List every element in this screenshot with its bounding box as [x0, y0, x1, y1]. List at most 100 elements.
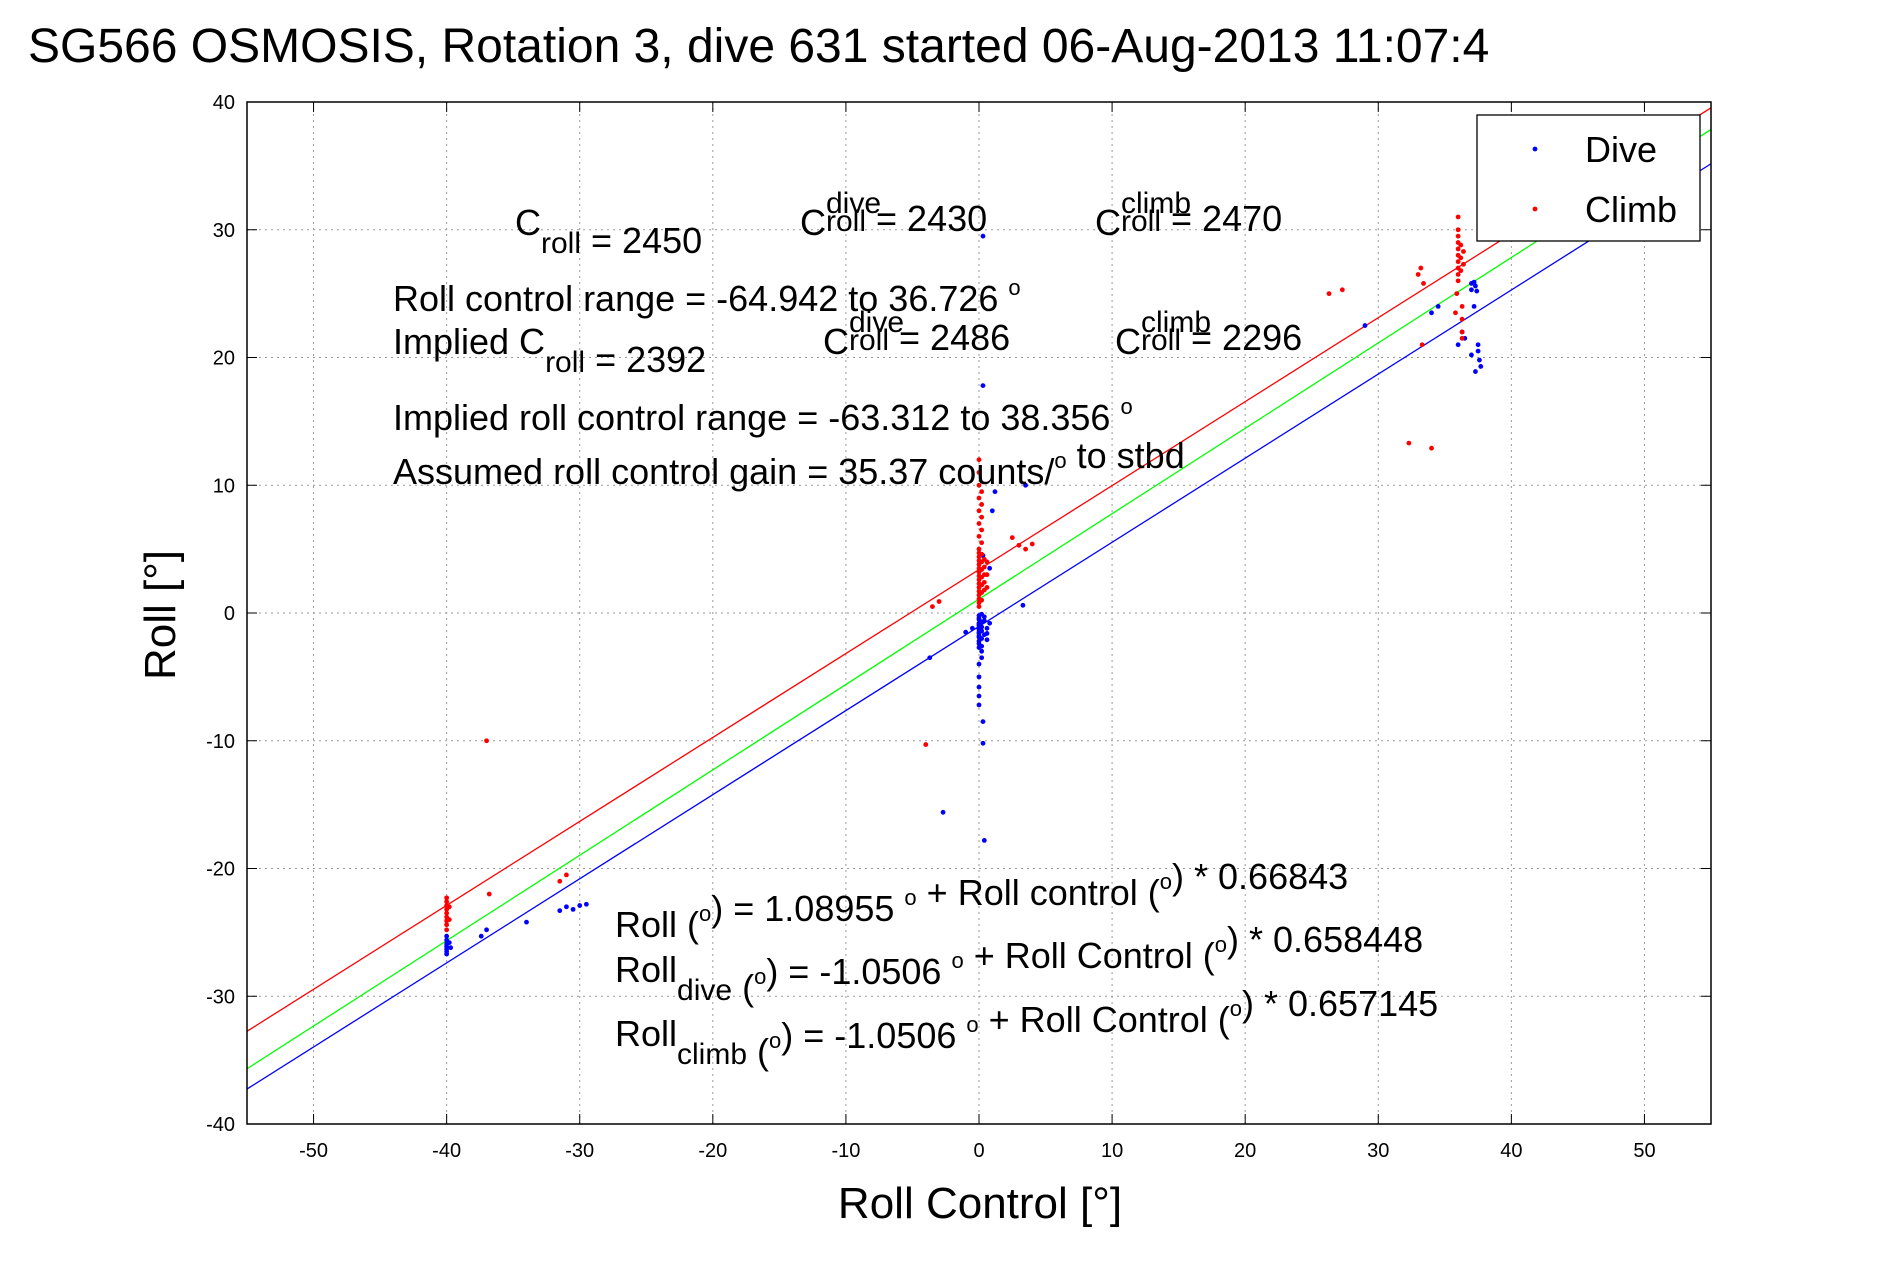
y-tick-label: -20	[206, 859, 235, 881]
x-tick-label: -10	[831, 1140, 860, 1162]
data-point	[976, 521, 982, 526]
data-point	[444, 899, 450, 905]
data-point	[969, 625, 975, 631]
data-point	[981, 618, 987, 624]
x-axis-ticks: -50 -40 -30 -20 -10 0 10 20 30 40 50	[299, 102, 1656, 1162]
data-point	[976, 604, 982, 610]
annotation-text: Roll control range = -64.942 to 36.726 o	[393, 275, 1021, 319]
data-point	[979, 648, 985, 654]
data-point	[1461, 249, 1466, 254]
x-axis-label: Roll Control [°]	[838, 1179, 1122, 1228]
data-point	[1454, 291, 1460, 297]
data-point	[564, 872, 569, 878]
data-point	[984, 637, 990, 643]
data-point	[976, 693, 982, 699]
data-point	[1453, 310, 1458, 316]
data-point	[1469, 287, 1474, 293]
annotation-text: Implied roll control range = -63.312 to …	[393, 394, 1133, 438]
data-point	[1016, 542, 1022, 548]
data-point	[976, 702, 982, 708]
x-tick-label: 40	[1500, 1140, 1522, 1162]
data-point	[981, 614, 987, 620]
annotation-text: Roll (o) = 1.08955 o + Roll control (o) …	[615, 856, 1348, 945]
data-point	[984, 572, 990, 578]
data-point	[981, 837, 987, 843]
annotation-text: Rolldive (o) = -1.0506 o + Roll Control …	[615, 919, 1423, 1008]
data-point	[940, 809, 946, 815]
x-tick-label: -50	[299, 1140, 328, 1162]
annotation-text: Cclimb roll = 2296	[1115, 306, 1302, 362]
data-point	[564, 904, 569, 910]
data-point	[1459, 335, 1465, 341]
data-point	[936, 599, 942, 604]
data-point	[984, 631, 990, 636]
data-point	[976, 674, 982, 680]
data-point	[980, 740, 986, 746]
x-tick-label: -20	[698, 1140, 727, 1162]
data-point	[976, 684, 982, 690]
x-tick-label: -30	[565, 1140, 594, 1162]
annotations: Croll = 2450 Cdive roll = 2430 Cclimb roll =…	[393, 187, 1438, 1072]
data-point	[980, 719, 986, 724]
data-point	[923, 742, 929, 747]
data-point	[1429, 445, 1434, 451]
data-point	[524, 919, 529, 925]
legend-label-dive: Dive	[1585, 129, 1657, 170]
data-point	[979, 628, 985, 634]
data-point	[1458, 242, 1464, 248]
data-point	[979, 597, 985, 603]
y-tick-label: 20	[213, 348, 235, 370]
data-point	[976, 457, 982, 463]
data-point	[478, 933, 484, 939]
data-point	[1455, 233, 1461, 239]
data-point	[1473, 283, 1478, 289]
data-point	[981, 579, 987, 585]
data-point	[979, 514, 985, 520]
data-point	[979, 636, 985, 641]
legend-box	[1476, 114, 1701, 242]
annotation-text: Assumed roll control gain = 35.37 counts…	[393, 435, 1185, 492]
data-point	[484, 927, 489, 933]
data-point	[979, 489, 985, 495]
data-point	[1461, 261, 1466, 267]
data-point	[984, 585, 990, 590]
data-point	[930, 604, 935, 610]
data-point	[1455, 214, 1461, 220]
x-tick-label: 20	[1234, 1140, 1256, 1162]
data-point	[979, 502, 985, 507]
data-point	[976, 546, 982, 552]
x-tick-label: 0	[973, 1140, 984, 1162]
data-point	[1455, 259, 1461, 265]
legend: Dive Climb	[1476, 114, 1701, 242]
y-tick-label: 0	[224, 603, 235, 625]
data-point	[980, 383, 986, 389]
data-point	[444, 933, 450, 939]
chart-title: SG566 OSMOSIS, Rotation 3, dive 631 star…	[28, 20, 1489, 73]
data-point	[1478, 364, 1484, 369]
data-point	[1459, 316, 1465, 322]
series-climb	[444, 214, 1466, 933]
data-point	[1429, 310, 1434, 316]
data-point	[979, 655, 985, 661]
data-point	[979, 527, 985, 533]
data-point	[1459, 329, 1465, 335]
data-point	[444, 895, 450, 901]
data-point	[979, 624, 985, 630]
data-point	[1455, 227, 1461, 233]
data-point	[1458, 268, 1464, 274]
data-point	[1471, 279, 1477, 285]
data-point	[1023, 546, 1028, 552]
data-point	[992, 489, 998, 495]
y-tick-label: -40	[206, 1114, 235, 1136]
data-point	[444, 927, 450, 933]
data-point	[981, 564, 987, 570]
data-point	[1020, 602, 1026, 608]
x-tick-label: 30	[1367, 1140, 1389, 1162]
data-point	[448, 945, 454, 951]
data-point	[976, 495, 982, 501]
data-point	[1009, 535, 1015, 541]
data-point	[1415, 272, 1421, 277]
legend-marker-dive	[1532, 146, 1538, 152]
data-point	[979, 643, 985, 649]
data-point	[1406, 440, 1412, 446]
